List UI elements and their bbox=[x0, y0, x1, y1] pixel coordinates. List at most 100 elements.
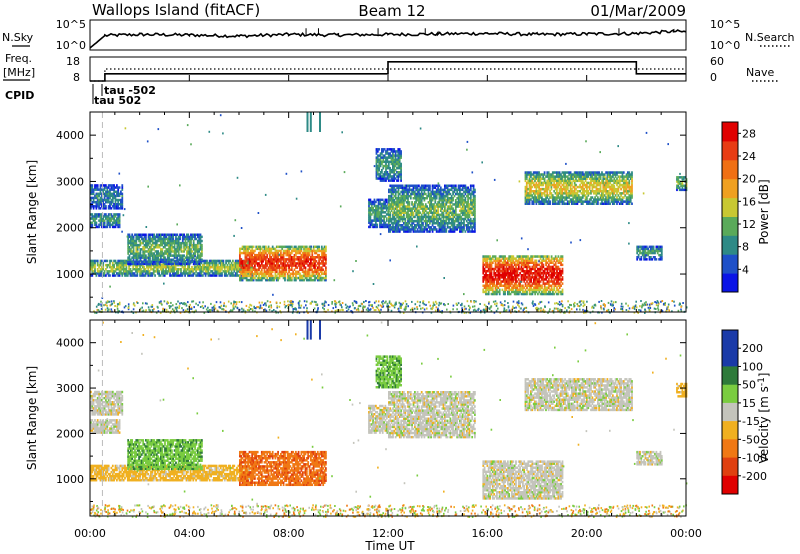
rti-cell bbox=[262, 251, 264, 255]
rti-cell bbox=[472, 222, 475, 225]
rti-cell bbox=[273, 276, 275, 280]
rti-cell bbox=[472, 205, 475, 208]
rti-cell bbox=[149, 248, 151, 251]
rti-cell bbox=[437, 203, 439, 206]
rti-cell bbox=[535, 274, 538, 277]
rti-cell bbox=[315, 276, 318, 280]
rti-cell bbox=[387, 156, 390, 159]
rti-cell bbox=[526, 257, 528, 260]
rti-cell bbox=[516, 274, 519, 277]
rti-cell bbox=[507, 278, 509, 281]
rti-cell bbox=[427, 201, 430, 204]
rti-cell bbox=[400, 213, 403, 217]
rti-cell bbox=[393, 207, 396, 210]
rti-cell bbox=[271, 268, 274, 271]
rti-cell bbox=[180, 250, 183, 253]
rti-cell bbox=[442, 230, 445, 233]
rti-cell bbox=[527, 274, 530, 277]
rti-cell bbox=[107, 263, 110, 267]
rti-cell bbox=[516, 272, 519, 275]
rti-cell bbox=[400, 171, 402, 174]
rti-cell bbox=[118, 217, 121, 220]
rti-cell bbox=[398, 230, 401, 233]
rti-cell bbox=[135, 262, 138, 266]
rti-cell bbox=[439, 213, 442, 217]
rti-cell bbox=[263, 264, 266, 267]
rti-cell bbox=[154, 260, 157, 264]
rti-cell bbox=[422, 207, 424, 210]
rti-cell bbox=[295, 274, 297, 278]
rti-cell bbox=[127, 256, 130, 259]
rti-cell bbox=[315, 272, 318, 276]
rti-cell bbox=[229, 274, 232, 277]
rti-cell bbox=[106, 223, 109, 227]
rti-cell bbox=[504, 290, 506, 294]
rti-cell bbox=[252, 274, 255, 278]
rti-cell bbox=[195, 250, 198, 253]
rti-cell bbox=[461, 211, 464, 214]
rti-cell bbox=[507, 272, 509, 275]
rti-cell bbox=[376, 173, 379, 176]
rti-cell bbox=[195, 246, 198, 249]
rti-cell bbox=[452, 213, 454, 217]
rti-cell bbox=[520, 261, 523, 264]
rti-cell bbox=[158, 246, 161, 249]
rti-cell bbox=[98, 205, 100, 208]
rti-cell bbox=[143, 254, 146, 257]
rti-cell bbox=[118, 261, 121, 265]
rti-cell bbox=[106, 190, 109, 193]
rti-cell bbox=[464, 215, 467, 219]
rti-cell bbox=[429, 228, 431, 231]
freq-left-label-1: Freq. bbox=[5, 52, 32, 65]
rti-cell bbox=[434, 192, 437, 196]
rti-cell bbox=[385, 179, 387, 182]
rti-cell bbox=[534, 278, 537, 281]
rti-cell bbox=[469, 197, 472, 200]
rti-cell bbox=[139, 233, 142, 236]
rti-cell bbox=[299, 264, 301, 267]
rti-cell bbox=[383, 154, 386, 157]
rti-cell bbox=[100, 215, 103, 218]
rti-cell bbox=[249, 260, 252, 263]
rti-cell bbox=[161, 233, 164, 236]
rti-cell bbox=[376, 168, 379, 172]
rti-cell bbox=[439, 219, 442, 223]
rti-cell bbox=[139, 262, 142, 266]
rti-cell bbox=[456, 203, 459, 206]
rti-cell bbox=[452, 186, 454, 189]
noise-right-tick-bottom: 10^0 bbox=[710, 39, 740, 52]
rti-cell bbox=[394, 217, 397, 221]
rti-cell bbox=[111, 215, 114, 218]
rti-cell bbox=[234, 263, 237, 267]
rti-cell bbox=[127, 252, 130, 255]
rti-cell bbox=[385, 164, 387, 168]
rti-cell bbox=[90, 184, 92, 187]
rti-cell bbox=[181, 239, 184, 243]
rti-cell bbox=[169, 250, 172, 253]
rti-cell bbox=[258, 276, 260, 280]
rti-cell bbox=[274, 272, 277, 276]
rti-cell bbox=[107, 217, 110, 220]
rti-cell bbox=[198, 256, 201, 259]
rti-cell bbox=[427, 194, 430, 198]
rti-cell bbox=[390, 192, 393, 196]
rti-cell bbox=[474, 228, 476, 231]
rti-cell bbox=[400, 209, 403, 212]
rti-cell bbox=[179, 256, 181, 259]
rti-cell bbox=[511, 288, 513, 292]
rti-cell bbox=[118, 203, 121, 206]
rti-cell bbox=[504, 288, 506, 292]
rti-cell bbox=[180, 272, 182, 275]
rti-cell bbox=[269, 260, 271, 263]
rti-cell bbox=[441, 203, 444, 206]
rti-cell bbox=[370, 209, 373, 212]
rti-cell bbox=[94, 194, 96, 198]
rti-cell bbox=[139, 272, 141, 275]
rti-cell bbox=[179, 258, 181, 261]
rti-cell bbox=[290, 249, 293, 253]
rti-cell bbox=[530, 292, 532, 296]
rti-cell bbox=[392, 184, 394, 187]
rti-cell bbox=[111, 192, 114, 196]
rti-cell bbox=[183, 254, 185, 257]
rti-cell bbox=[131, 250, 134, 253]
